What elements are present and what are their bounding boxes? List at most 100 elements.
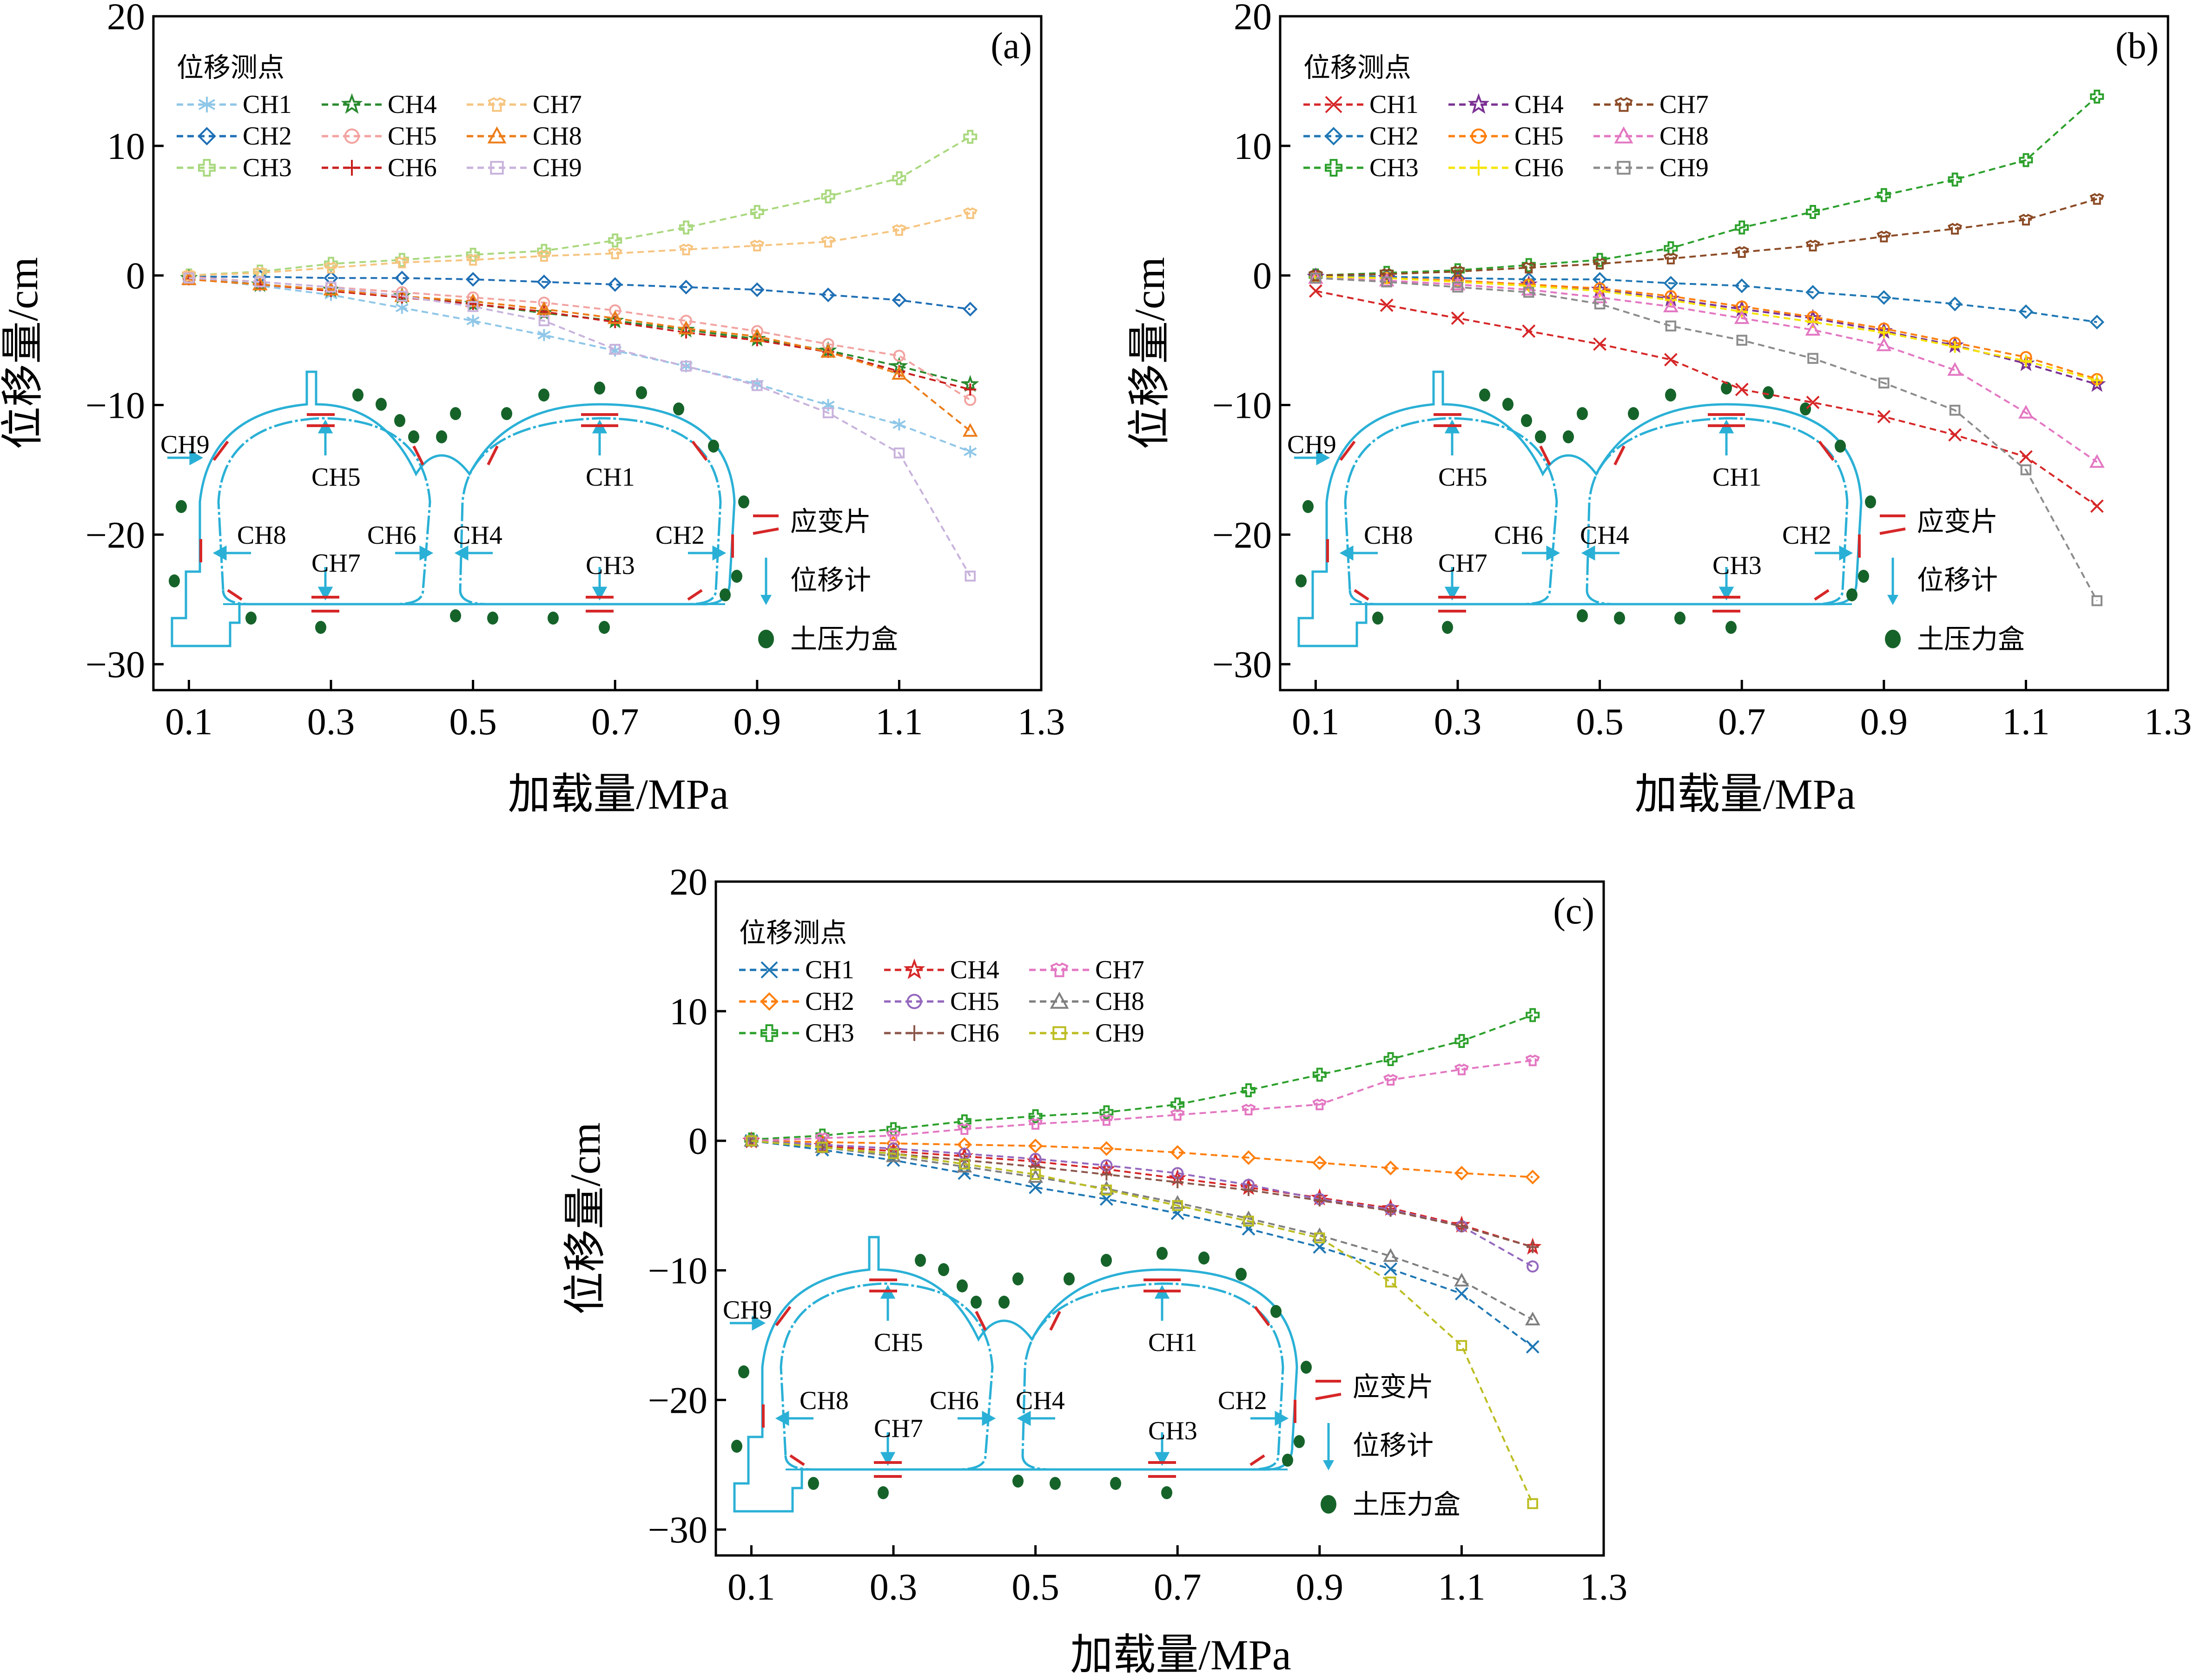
data-point (1313, 1194, 1326, 1206)
data-point (959, 1159, 970, 1170)
data-point (821, 236, 836, 248)
series-line (189, 277, 971, 577)
data-point (2018, 213, 2033, 226)
data-point (1526, 1340, 1540, 1354)
x-tick-label: 0.7 (1154, 1566, 1202, 1608)
legend-item: CH3 (1303, 153, 1419, 182)
legend-title: 位移测点 (739, 917, 847, 949)
series-line (751, 1140, 1534, 1504)
legend-label: CH8 (533, 122, 582, 151)
legend-label: CH4 (950, 955, 999, 984)
series-line (751, 1140, 1533, 1267)
data-point (465, 293, 481, 307)
data-point (1452, 282, 1463, 293)
series-line (189, 277, 971, 453)
series-ch2 (181, 269, 978, 317)
series-line (751, 1059, 1533, 1142)
data-point (1948, 428, 1962, 442)
data-point (1380, 298, 1394, 312)
data-point (679, 279, 694, 295)
legend-item: CH8 (467, 122, 582, 151)
series-line (1315, 198, 2097, 277)
data-point (1806, 205, 1820, 219)
data-point (2089, 315, 2105, 329)
data-point (679, 220, 693, 235)
series-ch2 (1308, 268, 2105, 329)
y-tick-label: −10 (648, 1250, 707, 1292)
legend-item: CH3 (739, 1019, 854, 1048)
y-tick-label: 20 (107, 0, 145, 38)
y-tick-label: −10 (86, 384, 145, 427)
legend-item: CH1 (739, 955, 854, 984)
plot-frame (152, 15, 1043, 692)
data-point (817, 1141, 828, 1153)
legend-label: CH1 (805, 955, 854, 984)
axes: 0.1 0.3 0.5 0.7 0.9 1.1 1.3 20 10 0 −10 −20 −30 (648, 861, 1628, 1608)
data-point (1592, 289, 1607, 303)
data-point (821, 189, 835, 204)
legend-item: CH8 (1029, 987, 1144, 1016)
data-point (1736, 335, 1747, 346)
inset-label-ch9: CH9 (160, 430, 210, 459)
x-tick-label: 0.1 (165, 700, 213, 743)
data-point (1243, 1215, 1254, 1227)
data-point (749, 328, 765, 343)
data-point (1876, 337, 1892, 351)
data-point (1455, 1220, 1468, 1232)
data-point (1381, 276, 1392, 288)
data-point (467, 301, 479, 312)
series-ch5 (1309, 270, 2103, 385)
data-point (1100, 1168, 1113, 1181)
data-point (892, 292, 907, 308)
legend-item: CH6 (884, 1019, 999, 1048)
data-point (2089, 454, 2105, 468)
legend-item: CH8 (1593, 122, 1709, 151)
inset-label-ch5: CH5 (311, 463, 361, 492)
series-ch3 (1309, 89, 2104, 283)
y-tick-label: −20 (1212, 514, 1272, 556)
data-point (1028, 1169, 1043, 1183)
data-point (1243, 1184, 1255, 1196)
data-point (886, 1148, 901, 1162)
data-point (1877, 188, 1891, 202)
data-point (252, 277, 268, 290)
legend-item: CH6 (322, 153, 437, 182)
legend-label: CH1 (1369, 90, 1419, 119)
data-point (609, 343, 621, 355)
data-point (325, 282, 337, 293)
data-point (1521, 282, 1537, 296)
inset-label-ch4: CH4 (1580, 521, 1629, 550)
data-point (1171, 1176, 1184, 1188)
inset-label-ch7: CH7 (874, 1414, 923, 1443)
y-tick-label: −20 (86, 514, 145, 556)
series-ch8 (1308, 270, 2105, 468)
data-point (963, 130, 978, 144)
data-point (183, 272, 195, 284)
series-ch2 (744, 1133, 1540, 1185)
legend-label: CH7 (1659, 90, 1709, 119)
series-layer (180, 130, 979, 582)
data-point (1241, 1150, 1256, 1165)
series-line (751, 1140, 1533, 1321)
data-point (886, 1129, 901, 1141)
series-ch3 (744, 1008, 1540, 1146)
data-point (962, 423, 978, 437)
axes: 0.1 0.3 0.5 0.7 0.9 1.1 1.3 20 10 0 −10 −20 −30 (86, 0, 1065, 743)
data-point (536, 301, 552, 315)
y-tick-label: 0 (1253, 255, 1272, 297)
data-point (1806, 395, 1820, 409)
data-point (1525, 1054, 1540, 1067)
legend-item: CH7 (1029, 955, 1144, 984)
data-point (1734, 278, 1750, 293)
legend-item: CH9 (1593, 153, 1709, 182)
x-tick-label: 0.9 (734, 700, 781, 743)
legend-item: CH7 (467, 90, 582, 119)
data-point (1948, 172, 1962, 187)
x-tick-label: 0.5 (449, 700, 497, 743)
data-point (1242, 1083, 1256, 1097)
data-point (609, 304, 621, 317)
x-tick-label: 0.9 (1296, 1566, 1344, 1608)
data-point (822, 407, 834, 419)
data-point (965, 570, 976, 582)
